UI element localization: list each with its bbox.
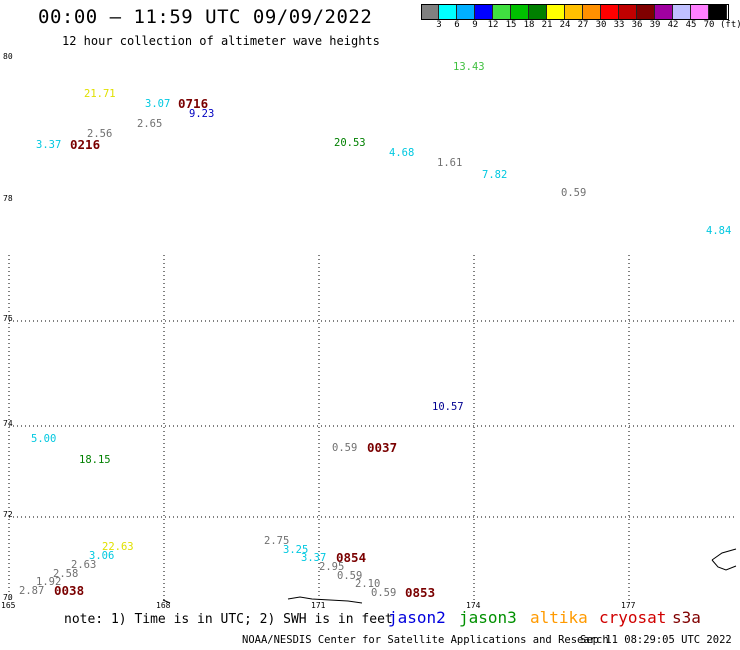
colorbar-swatch: [547, 4, 565, 19]
wave-height-value: 2.58: [53, 568, 79, 580]
grid-lines: [8, 255, 737, 600]
colorbar-unit: (ft): [720, 20, 740, 30]
lat-label-76: 76: [3, 314, 13, 323]
colorbar-swatch: [637, 4, 655, 19]
colorbar-label: 9: [472, 20, 478, 30]
wave-height-value: 2.75: [264, 535, 290, 547]
wave-height-value: 4.68: [389, 147, 415, 159]
colorbar-swatch: [475, 4, 493, 19]
wave-height-value: 2.87: [19, 585, 45, 597]
wave-height-value: 5.00: [31, 433, 57, 445]
wave-height-value: 0.59: [371, 587, 397, 599]
colorbar-swatch: [565, 4, 583, 19]
wave-height-value: 2.56: [87, 128, 113, 140]
colorbar-label: 12: [487, 20, 499, 30]
colorbar-swatch: [529, 4, 547, 19]
colorbar-swatch: [709, 4, 727, 19]
wave-height-value: 0.59: [337, 570, 363, 582]
colorbar-label: 39: [649, 20, 661, 30]
credit-text: NOAA/NESDIS Center for Satellite Applica…: [242, 634, 609, 646]
colorbar-swatch: [673, 4, 691, 19]
colorbar-label: 33: [613, 20, 625, 30]
colorbar-label-spacer: [421, 20, 430, 30]
lon-label-165: 165: [1, 601, 16, 610]
lat-label-72: 72: [3, 510, 13, 519]
colorbar-swatch: [601, 4, 619, 19]
pass-time-label: 0853: [405, 585, 436, 600]
pass-time-label: 0037: [367, 440, 398, 455]
colorbar-labels: 3 6 9 12 15 18 21 24 27 30 33 36 39 42 45 70 (ft): [421, 20, 740, 30]
colorbar-label: 27: [577, 20, 589, 30]
wave-height-value: 7.82: [482, 169, 508, 181]
wave-height-value: 18.15: [79, 454, 111, 466]
wave-height-value: 22.63: [102, 541, 134, 553]
pass-time-label: 0216: [70, 137, 101, 152]
generated-timestamp: Sep 11 08:29:05 UTC 2022: [580, 634, 732, 646]
lon-label-177: 177: [621, 601, 636, 610]
legend-altika: altika: [530, 608, 588, 627]
wave-height-value: 21.71: [84, 88, 116, 100]
colorbar-swatch: [691, 4, 709, 19]
colorbar-label: 18: [523, 20, 535, 30]
colorbar-label: 36: [631, 20, 643, 30]
wave-height-value: 3.06: [89, 550, 115, 562]
colorbar-label: 21: [541, 20, 553, 30]
wave-height-value: 3.37: [36, 139, 62, 151]
wave-height-value: 0.59: [332, 442, 358, 454]
legend-s3a: s3a: [672, 608, 701, 627]
colorbar-swatch: [421, 4, 439, 19]
colorbar-swatch: [511, 4, 529, 19]
colorbar: [421, 4, 727, 19]
lat-label-70: 70: [3, 593, 13, 602]
wave-height-value: 1.61: [437, 157, 463, 169]
map-subtitle: 12 hour collection of altimeter wave hei…: [62, 34, 380, 48]
units-note: note: 1) Time is in UTC; 2) SWH is in fe…: [64, 612, 393, 627]
pass-time-label: 0038: [54, 583, 85, 598]
wave-height-value: 2.10: [355, 578, 381, 590]
colorbar-label: 30: [595, 20, 607, 30]
wave-height-value: 0.59: [561, 187, 587, 199]
colorbar-swatch: [493, 4, 511, 19]
pass-time-label: 0716: [178, 96, 209, 111]
lon-label-171: 171: [311, 601, 326, 610]
colorbar-label: 6: [454, 20, 460, 30]
legend-jason2: jason2: [388, 608, 446, 627]
colorbar-label: 24: [559, 20, 571, 30]
colorbar-swatch: [457, 4, 475, 19]
map-title: 00:00 – 11:59 UTC 09/09/2022: [38, 6, 373, 28]
lat-label-74: 74: [3, 419, 13, 428]
colorbar-label: 15: [505, 20, 517, 30]
colorbar-swatch: [583, 4, 601, 19]
wave-height-value: 2.65: [137, 118, 163, 130]
colorbar-label: 70: [703, 20, 715, 30]
lat-label-80: 80: [3, 52, 13, 61]
lon-label-168: 168: [156, 601, 171, 610]
wave-height-value: 10.57: [432, 401, 464, 413]
wave-height-value: 2.95: [319, 561, 345, 573]
legend-jason3: jason3: [459, 608, 517, 627]
wave-height-value: 4.84: [706, 225, 732, 237]
colorbar-swatch: [655, 4, 673, 19]
wave-height-value: 3.37: [301, 552, 327, 564]
colorbar-swatch: [619, 4, 637, 19]
pass-time-label: 0854: [336, 550, 367, 565]
wave-height-value: 9.23: [189, 108, 215, 120]
lat-label-78: 78: [3, 194, 13, 203]
colorbar-swatch: [439, 4, 457, 19]
lon-label-174: 174: [466, 601, 481, 610]
colorbar-label: 45: [685, 20, 697, 30]
wave-height-value: 13.43: [453, 61, 485, 73]
wave-height-value: 1.92: [36, 576, 62, 588]
colorbar-label: 42: [667, 20, 679, 30]
wave-height-value: 20.53: [334, 137, 366, 149]
wave-height-value: 3.07: [145, 98, 171, 110]
wave-height-value: 2.63: [71, 559, 97, 571]
legend-cryosat: cryosat: [599, 608, 667, 627]
colorbar-label: 3: [436, 20, 442, 30]
wave-height-value: 3.25: [283, 544, 309, 556]
coastline: [162, 548, 737, 604]
